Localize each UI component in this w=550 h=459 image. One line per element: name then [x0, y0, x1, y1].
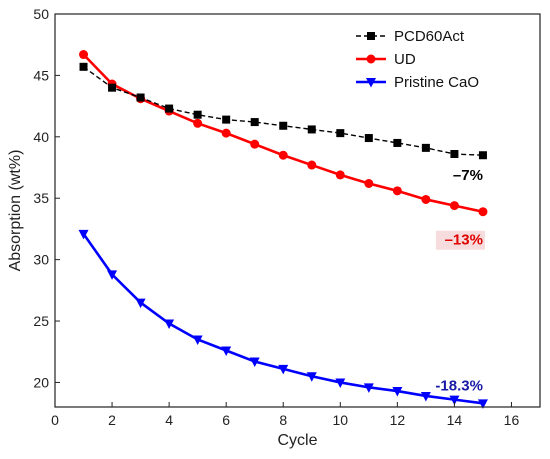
y-axis-title: Absorption (wt%)	[7, 150, 24, 272]
data-point	[107, 270, 118, 280]
data-point	[392, 387, 403, 397]
data-point	[393, 138, 402, 147]
x-tick-label: 16	[504, 412, 520, 428]
plot-frame	[54, 13, 541, 408]
data-point	[165, 104, 174, 113]
annotations: –7% –13% -18.3%	[435, 167, 485, 394]
legend-label: UD	[394, 51, 416, 68]
data-point	[363, 383, 374, 393]
data-point	[477, 399, 488, 409]
data-point	[392, 186, 402, 196]
x-tick-label: 0	[51, 412, 59, 428]
legend-entry: PCD60Act	[356, 28, 465, 45]
legend-marker	[366, 54, 376, 64]
x-tick-label: 2	[108, 412, 116, 428]
data-point	[222, 115, 231, 124]
data-point	[336, 129, 345, 138]
y-tick-label: 25	[33, 313, 49, 329]
data-point	[307, 125, 316, 134]
data-point	[364, 178, 374, 188]
data-point	[79, 50, 89, 60]
data-point	[278, 150, 288, 160]
data-point	[192, 335, 203, 345]
x-tick-label: 8	[279, 412, 287, 428]
legend-marker	[367, 32, 375, 40]
data-point	[78, 229, 89, 240]
data-point	[478, 151, 487, 160]
data-point	[449, 395, 460, 406]
series-1	[79, 50, 488, 217]
y-tick-label: 35	[33, 190, 49, 206]
series-line	[82, 233, 484, 405]
legend: PCD60Act UD Pristine CaO	[356, 28, 479, 91]
data-point	[450, 150, 459, 159]
y-tick-label: 45	[33, 67, 49, 83]
y-tick-label: 40	[33, 129, 49, 145]
legend-label: PCD60Act	[394, 28, 465, 45]
x-tick-label: 6	[222, 412, 230, 428]
legend-marker	[366, 78, 376, 88]
legend-label: Pristine CaO	[394, 74, 479, 91]
data-point	[221, 346, 232, 357]
y-tick-label: 20	[33, 374, 49, 390]
data-point	[421, 143, 430, 152]
data-point	[335, 170, 345, 180]
x-tick-label: 4	[165, 412, 173, 428]
data-point	[136, 93, 145, 102]
data-point	[250, 139, 260, 149]
data-point	[221, 128, 231, 138]
data-point	[279, 121, 288, 130]
data-point	[135, 298, 146, 309]
data-point	[164, 319, 175, 329]
data-point	[193, 110, 202, 119]
data-point	[249, 357, 260, 368]
series-2	[78, 229, 488, 409]
x-axis-title: Cycle	[277, 432, 317, 449]
x-tick-label: 14	[447, 412, 463, 428]
data-point	[335, 378, 346, 388]
data-point	[250, 118, 259, 127]
data-point	[478, 207, 488, 217]
marks-layer	[78, 50, 488, 409]
series-0	[79, 62, 487, 160]
annotation-label: –13%	[445, 232, 483, 249]
data-point	[364, 134, 373, 143]
annotation-highlight	[435, 230, 485, 250]
legend-entry: Pristine CaO	[356, 74, 479, 91]
y-tick-label: 30	[33, 252, 49, 268]
data-point	[278, 364, 289, 375]
data-point	[108, 83, 117, 92]
data-point	[420, 391, 431, 402]
y-tick-label: 50	[33, 6, 49, 22]
data-point	[79, 62, 88, 71]
data-point	[307, 160, 317, 170]
annotation-label: -18.3%	[435, 377, 483, 394]
data-point	[193, 118, 203, 128]
data-point	[449, 201, 459, 211]
x-tick-label: 10	[333, 412, 349, 428]
data-point	[306, 372, 317, 382]
annotation-label: –7%	[453, 167, 483, 184]
x-tick-label: 12	[390, 412, 406, 428]
legend-entry: UD	[356, 51, 416, 68]
data-point	[421, 194, 431, 204]
ticks-layer: 0 2 4 6 8 10 12 14 16 20 25 30 35 40 45 50	[33, 6, 519, 428]
